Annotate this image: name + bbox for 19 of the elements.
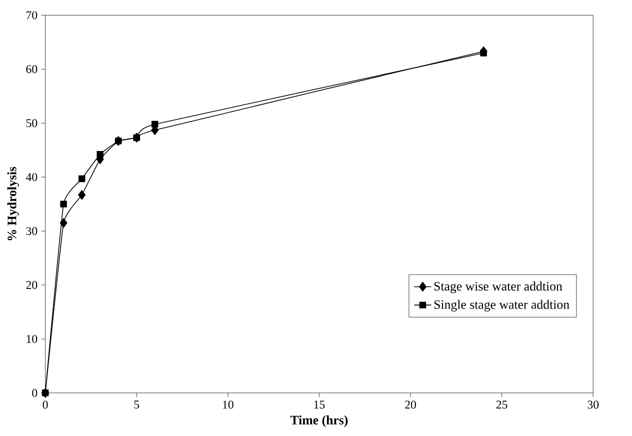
y-tick-label: 0: [32, 388, 38, 397]
y-tick-label: 20: [26, 280, 38, 289]
legend-label: Single stage water addtion: [434, 300, 570, 312]
y-tick-label: 60: [26, 65, 38, 74]
y-tick-label: 70: [26, 11, 38, 20]
y-tick-label: 40: [26, 172, 38, 181]
x-tick-label: 25: [496, 400, 508, 408]
legend-label: Stage wise water addtion: [434, 281, 562, 294]
x-tick-label: 15: [314, 400, 325, 408]
x-tick-label: 20: [405, 400, 416, 408]
x-tick-label: 5: [134, 400, 140, 408]
x-tick-label: 10: [223, 400, 234, 408]
y-tick-label: 30: [26, 226, 38, 235]
x-axis-title: Time (hrs): [290, 415, 348, 427]
x-tick-label: 0: [42, 400, 48, 408]
x-tick-label: 30: [588, 400, 599, 408]
y-axis-title: % Hydrolysis: [7, 166, 19, 240]
y-tick-label: 50: [26, 118, 38, 127]
y-tick-label: 10: [26, 334, 38, 343]
